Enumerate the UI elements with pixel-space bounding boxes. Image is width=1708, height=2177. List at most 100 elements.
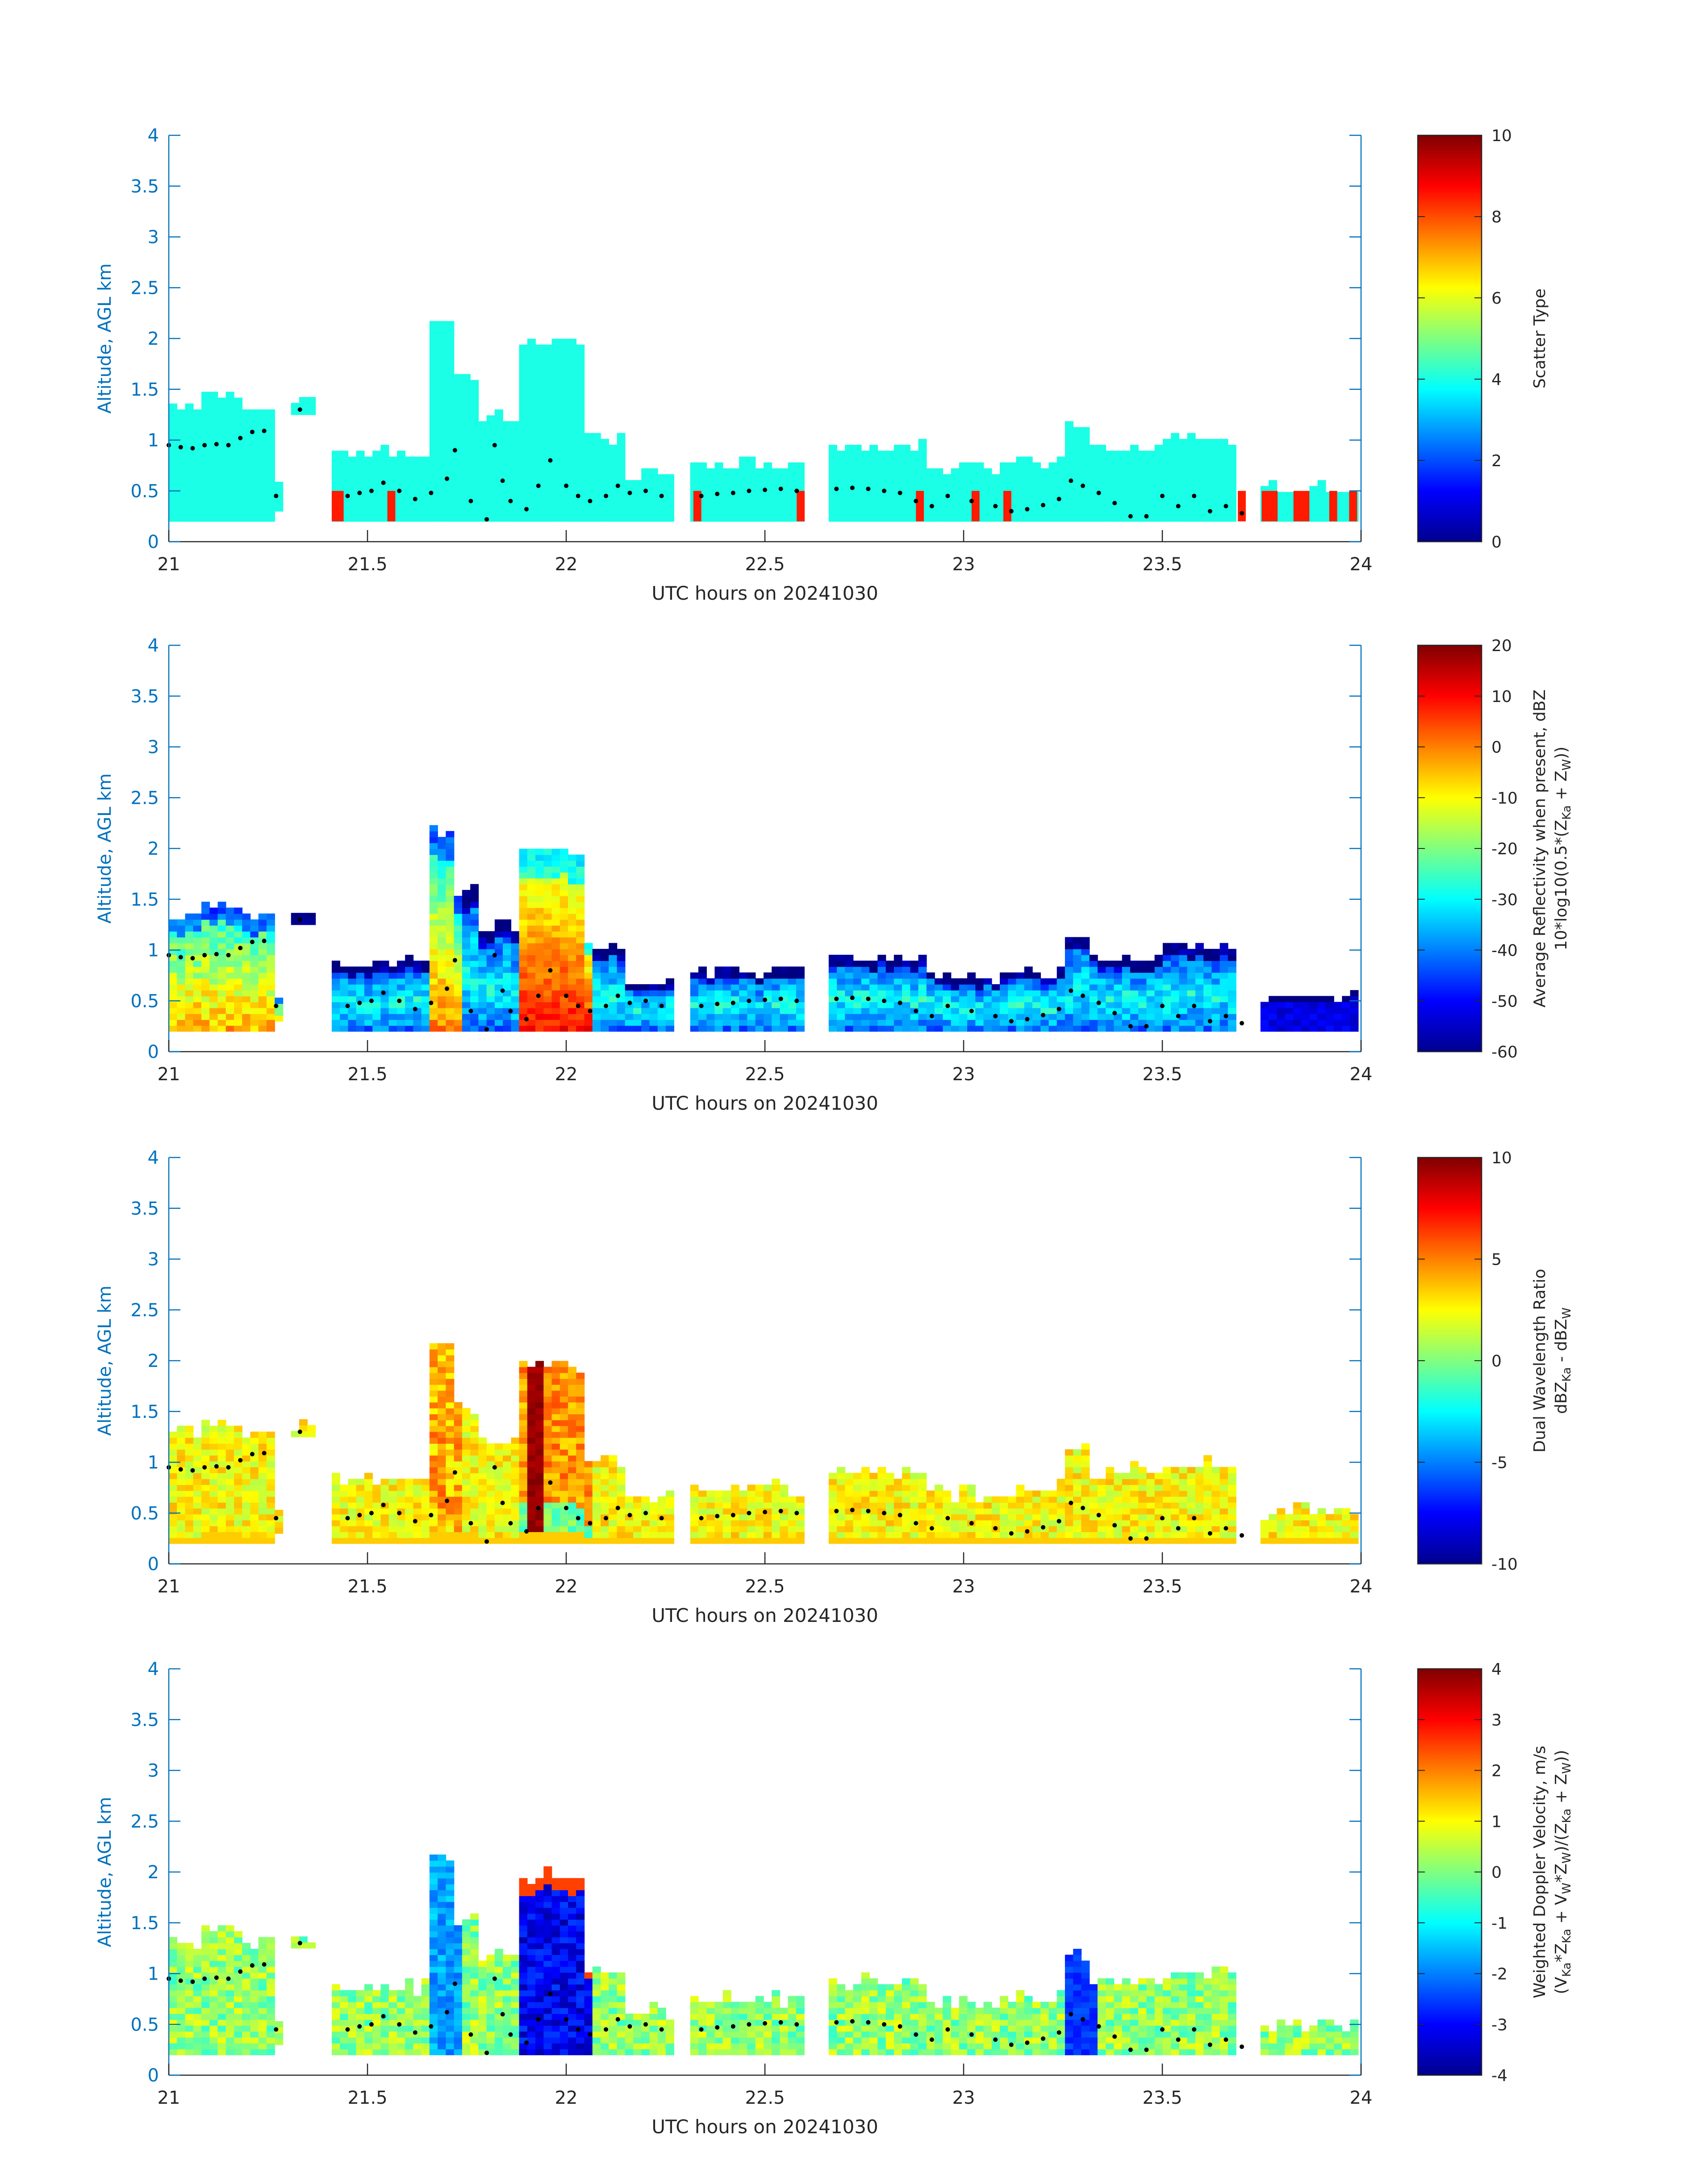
heatmap-cell [258,978,267,985]
heatmap-cell [1334,1013,1342,1020]
heatmap-cell [527,510,536,516]
heatmap-cell [185,474,194,481]
heatmap-cell [519,860,528,867]
heatmap-cell [462,515,471,522]
heatmap-cell [242,943,251,949]
heatmap-cell [462,925,471,932]
heatmap-cell [405,474,414,481]
heatmap-cell [535,984,544,990]
heatmap-cell [828,468,837,475]
heatmap-cell [551,937,560,944]
heatmap-cell [568,1455,576,1462]
heatmap-cell [755,492,764,498]
heatmap-cell [853,480,862,487]
heatmap-cell [609,996,618,1003]
heatmap-cell [568,902,576,908]
heatmap-cell [617,1002,626,1008]
layer-dot [576,493,580,498]
heatmap-cell [356,474,365,481]
heatmap-cell [543,368,552,375]
heatmap-cell [1138,1013,1147,1020]
reflectivity-heatmap [169,825,1359,1032]
heatmap-cell [234,913,242,920]
heatmap-cell [828,456,837,463]
heatmap-cell [470,386,479,392]
heatmap-cell [527,1408,536,1414]
heatmap-cell [503,961,511,967]
heatmap-cell [511,978,520,985]
heatmap-cell [551,368,560,375]
heatmap-cell [665,480,674,487]
heatmap-cell [747,462,756,469]
heatmap-cell [258,1437,267,1444]
heatmap-cell [1065,456,1073,463]
heatmap-cell [926,510,935,516]
heatmap-cell [234,955,242,961]
heatmap-cell [1211,451,1220,457]
heatmap-cell [380,492,389,498]
heatmap-cell [250,1496,259,1503]
heatmap-cell [918,439,927,445]
heatmap-cell [527,497,536,504]
heatmap-cell [959,515,968,522]
heatmap-cell [837,961,846,967]
heatmap-cell [617,1484,626,1491]
heatmap-cell [527,1449,536,1456]
heatmap-cell [454,1408,463,1414]
heatmap-cell [617,462,626,469]
heatmap-cell [234,972,242,979]
heatmap-cell [462,1007,471,1014]
heatmap-cell [1081,497,1090,504]
heatmap-cell [1089,1002,1098,1008]
ground-patch [1238,491,1246,522]
heatmap-cell [1342,1002,1351,1008]
heatmap-cell [780,1013,789,1020]
heatmap-cell [307,403,316,409]
heatmap-cell [226,1508,234,1515]
heatmap-cell [665,503,674,510]
heatmap-cell [576,392,585,398]
heatmap-cell [1162,439,1171,445]
heatmap-cell [665,474,674,481]
heatmap-cell [511,1532,520,1538]
heatmap-cell [462,902,471,908]
heatmap-cell [266,1502,275,1509]
heatmap-cell [535,955,544,961]
heatmap-cell [185,1484,194,1491]
heatmap-cell [470,1013,479,1020]
heatmap-cell [592,1461,601,1467]
heatmap-cell [568,1007,576,1014]
heatmap-cell [356,456,365,463]
heatmap-cell [576,397,585,404]
heatmap-cell [609,445,618,451]
heatmap-cell [209,397,218,404]
heatmap-cell [511,1443,520,1450]
heatmap-cell [169,480,177,487]
heatmap-cell [511,972,520,979]
heatmap-cell [910,990,919,997]
heatmap-cell [1195,474,1204,481]
heatmap-cell [470,415,479,422]
heatmap-cell [1187,439,1196,445]
heatmap-cell [380,462,389,469]
heatmap-cell [226,1007,234,1014]
heatmap-cell [1146,961,1155,967]
heatmap-cell [926,492,935,498]
heatmap-cell [356,1490,365,1497]
heatmap-cell [209,1520,218,1526]
heatmap-cell [462,1002,471,1008]
heatmap-cell [1122,961,1131,967]
heatmap-cell [543,397,552,404]
heatmap-cell [535,368,544,375]
heatmap-cell [1097,486,1106,493]
heatmap-cell [527,350,536,357]
heatmap-cell [201,486,210,493]
heatmap-cell [258,961,267,967]
heatmap-cell [470,949,479,955]
heatmap-cell [429,338,438,345]
heatmap-cell [926,515,935,522]
heatmap-cell [348,972,357,979]
heatmap-cell [462,1473,471,1479]
heatmap-cell [551,515,560,522]
heatmap-cell [291,409,300,415]
